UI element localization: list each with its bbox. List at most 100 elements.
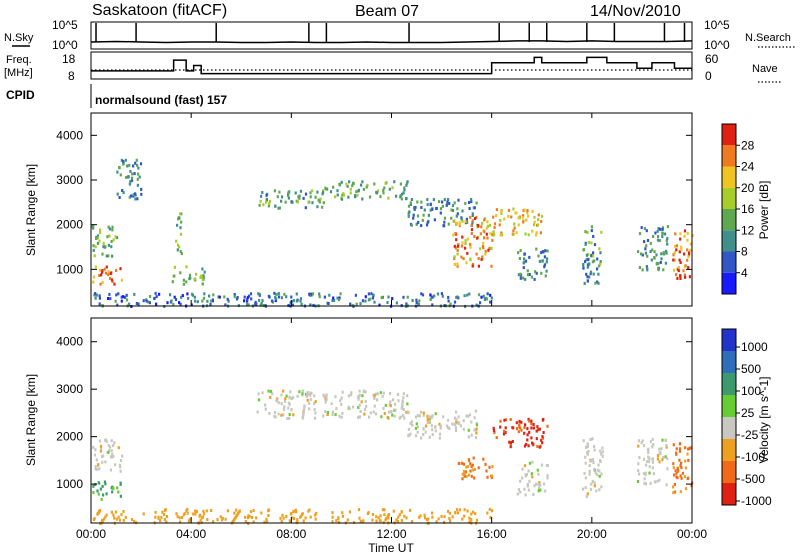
range-gate-cell [381,295,384,299]
range-gate-cell [176,223,179,227]
range-gate-cell [545,260,548,264]
range-gate-cell [122,295,125,299]
range-gate-cell [137,302,140,306]
x-tick-label: 04:00 [176,527,206,541]
range-gate-cell [416,414,420,418]
range-gate-cell [363,407,367,411]
range-gate-cell [541,418,544,422]
range-gate-cell [439,211,442,215]
y-tick-label: 4000 [56,128,83,142]
range-gate-cell [357,189,360,193]
range-gate-cell [307,200,310,204]
color-scale-band [722,230,736,252]
range-gate-cell [512,229,515,233]
range-gate-cell [96,489,99,493]
power-scale-label: Power [dB] [757,181,771,240]
range-gate-cell [530,275,533,279]
range-gate-cell [258,292,261,296]
range-gate-cell [120,158,123,162]
range-gate-cell [187,296,190,300]
range-gate-cell [517,430,520,434]
range-gate-cell [405,302,408,306]
range-gate-cell [273,414,276,418]
range-gate-cell [441,200,444,204]
range-gate-cell [134,161,137,165]
range-gate-cell [379,391,382,395]
range-gate-cell [111,280,114,283]
range-gate-cell [522,214,525,218]
range-gate-cell [429,208,432,212]
velocity-scale-label: Velocity [m s^-1] [757,377,771,464]
range-gate-cell [499,218,502,222]
range-gate-cell [409,201,412,205]
range-gate-cell [436,292,440,296]
power-data-cells [91,158,694,308]
range-gate-cell [105,440,108,444]
range-gate-cell [95,293,98,297]
range-gate-cell [665,249,668,253]
range-gate-cell [523,487,526,491]
range-gate-cell [194,512,197,516]
range-gate-cell [488,247,491,251]
range-gate-cell [673,473,676,477]
range-gate-cell [401,192,404,196]
range-gate-cell [367,298,370,302]
range-gate-cell [448,511,451,515]
range-gate-cell [431,303,434,307]
range-gate-cell [678,258,681,262]
range-gate-cell [247,303,250,307]
range-gate-cell [675,447,678,451]
range-gate-cell [644,251,647,255]
range-gate-cell [226,297,229,301]
range-gate-cell [474,512,477,516]
range-gate-cell [210,509,213,512]
range-gate-cell [354,194,357,198]
range-gate-cell [402,392,405,396]
range-gate-cell [309,191,312,195]
range-gate-cell [101,270,104,274]
range-gate-cell [643,227,646,231]
scale-tick-label: 25 [741,406,755,420]
range-gate-cell [541,436,544,440]
range-gate-cell [470,228,474,232]
range-gate-cell [590,487,593,491]
range-gate-cell [463,474,466,478]
range-gate-cell [153,296,156,300]
range-gate-cell [180,295,183,299]
range-gate-cell [420,292,423,296]
range-gate-cell [546,474,549,478]
range-gate-cell [470,433,473,437]
range-gate-cell [260,194,263,198]
range-gate-cell [517,488,520,492]
range-gate-cell [376,189,379,193]
range-gate-cell [640,252,643,256]
range-gate-cell [391,186,394,190]
range-gate-cell [677,266,680,270]
range-gate-cell [246,303,249,306]
range-gate-cell [105,513,108,517]
range-gate-cell [277,401,280,405]
range-gate-cell [295,299,298,303]
range-gate-cell [265,517,268,521]
range-gate-cell [332,185,335,189]
range-gate-cell [291,303,294,307]
range-gate-cell [137,166,140,170]
range-gate-cell [398,416,401,420]
noise-panel: N.Sky 10^5 10^0 10^5 10^0 N.Search [4,18,795,52]
range-gate-cell [163,518,166,521]
range-gate-cell [383,513,386,517]
scale-tick-label: 28 [741,138,755,152]
range-gate-cell [301,512,304,516]
range-gate-cell [292,510,295,514]
range-gate-cell [364,295,367,299]
range-gate-cell [466,465,470,468]
range-gate-cell [472,456,475,460]
range-gate-cell [475,427,478,431]
range-gate-cell [513,222,516,226]
range-gate-cell [415,298,418,302]
range-gate-cell [523,208,526,212]
range-gate-cell [173,265,176,269]
range-gate-cell [450,208,453,212]
scale-tick-label: 1000 [741,340,768,354]
